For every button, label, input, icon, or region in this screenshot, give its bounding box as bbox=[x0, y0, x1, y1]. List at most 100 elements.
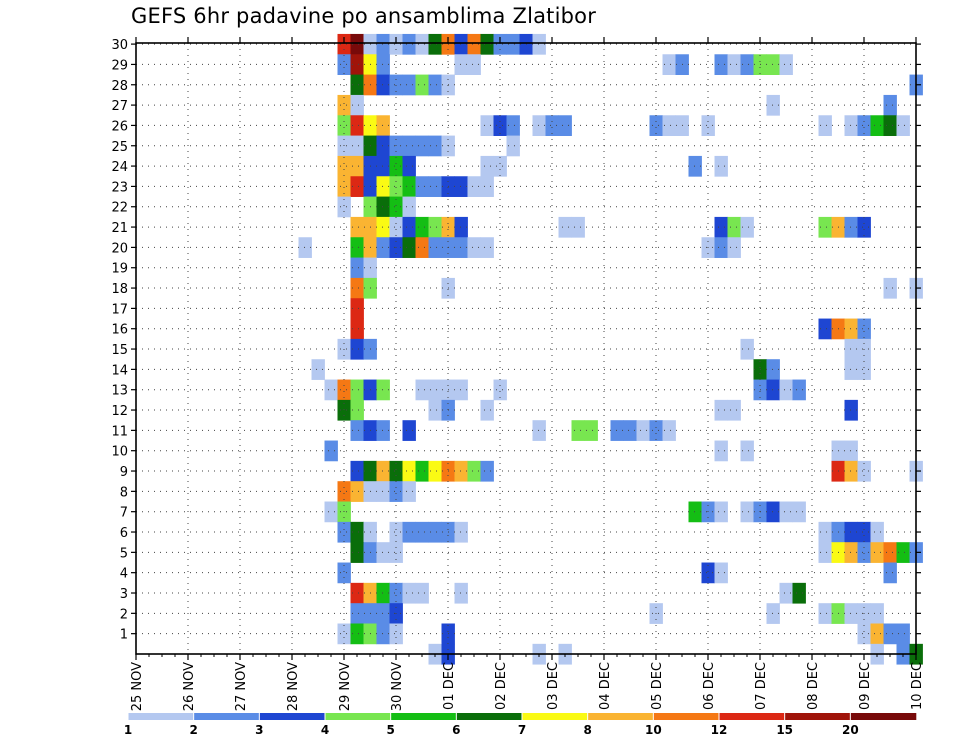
heatmap-cell bbox=[428, 379, 442, 401]
heatmap-cell bbox=[350, 399, 364, 421]
heatmap-cell bbox=[376, 155, 390, 177]
heatmap-cell bbox=[402, 74, 416, 96]
heatmap-cell bbox=[506, 115, 520, 136]
heatmap-cell bbox=[350, 216, 364, 238]
heatmap-cell bbox=[844, 460, 858, 482]
heatmap-cell bbox=[402, 176, 416, 197]
heatmap-cell bbox=[389, 542, 403, 563]
heatmap-cell bbox=[415, 460, 429, 482]
heatmap-cell bbox=[350, 33, 364, 55]
y-tick-label: 26 bbox=[111, 119, 128, 134]
heatmap-cell bbox=[766, 501, 780, 523]
heatmap-cell bbox=[844, 359, 858, 380]
heatmap-cell bbox=[324, 440, 338, 462]
heatmap-cell bbox=[688, 501, 702, 523]
heatmap-cell bbox=[415, 521, 429, 543]
x-tick-label: 07 DEC bbox=[754, 662, 769, 710]
heatmap-cell bbox=[493, 33, 507, 55]
y-tick-label: 23 bbox=[111, 180, 128, 195]
heatmap-cell bbox=[415, 74, 429, 96]
y-tick-label: 18 bbox=[111, 282, 128, 297]
heatmap-cell bbox=[740, 501, 754, 523]
heatmap-cell bbox=[766, 94, 780, 116]
heatmap-cell bbox=[857, 318, 871, 340]
heatmap-cell bbox=[350, 74, 364, 96]
heatmap-cell bbox=[792, 582, 806, 604]
y-tick-label: 16 bbox=[111, 323, 128, 338]
heatmap-cell bbox=[883, 277, 897, 299]
heatmap-cell bbox=[389, 623, 403, 645]
heatmap-cell bbox=[662, 420, 676, 441]
heatmap-cell bbox=[844, 338, 858, 360]
heatmap-cell bbox=[844, 399, 858, 421]
colorbar-segment bbox=[390, 713, 457, 720]
heatmap-cell bbox=[844, 216, 858, 238]
y-tick-label: 21 bbox=[111, 221, 128, 236]
colorbar-label: 1 bbox=[124, 723, 132, 737]
heatmap-cell bbox=[454, 33, 468, 55]
heatmap-cell bbox=[389, 460, 403, 482]
colorbar-segment bbox=[587, 713, 654, 720]
heatmap-cell bbox=[376, 237, 390, 258]
x-tick-label: 06 DEC bbox=[702, 662, 717, 710]
heatmap-cell bbox=[558, 115, 572, 136]
heatmap-cell bbox=[545, 115, 559, 136]
heatmap-cell bbox=[337, 176, 351, 197]
heatmap-cell bbox=[350, 420, 364, 441]
heatmap-cell bbox=[766, 379, 780, 401]
heatmap-cell bbox=[389, 155, 403, 177]
heatmap-cell bbox=[727, 54, 741, 75]
heatmap-cell bbox=[376, 542, 390, 563]
heatmap-cell bbox=[389, 74, 403, 96]
x-tick-label: 02 DEC bbox=[494, 662, 509, 710]
heatmap-cell bbox=[337, 623, 351, 645]
y-tick-label: 25 bbox=[111, 140, 128, 155]
heatmap-cell bbox=[883, 562, 897, 584]
y-tick-label: 8 bbox=[120, 485, 128, 500]
y-tick-label: 17 bbox=[111, 302, 128, 317]
heatmap-cell bbox=[454, 582, 468, 604]
heatmap-cell bbox=[402, 216, 416, 238]
heatmap-cell bbox=[480, 33, 494, 55]
heatmap-cell bbox=[493, 379, 507, 401]
heatmap-cell bbox=[532, 115, 546, 136]
heatmap-cell bbox=[883, 623, 897, 645]
heatmap-cell bbox=[467, 54, 481, 75]
heatmap-cell bbox=[350, 257, 364, 279]
y-tick-label: 9 bbox=[120, 465, 128, 480]
heatmap-cell bbox=[701, 115, 715, 136]
heatmap-cell bbox=[428, 33, 442, 55]
heatmap-cell bbox=[337, 562, 351, 584]
heatmap-cell bbox=[337, 94, 351, 116]
y-tick-label: 7 bbox=[120, 506, 128, 521]
x-tick-label: 29 NOV bbox=[338, 662, 353, 711]
heatmap-cell bbox=[467, 33, 481, 55]
heatmap-cell bbox=[428, 460, 442, 482]
y-tick-label: 19 bbox=[111, 262, 128, 277]
chart-title: GEFS 6hr padavine po ansamblima Zlatibor bbox=[131, 4, 597, 28]
heatmap-cell bbox=[415, 176, 429, 197]
heatmap-cell bbox=[415, 379, 429, 401]
plot-frame bbox=[135, 42, 917, 655]
heatmap-cell bbox=[454, 54, 468, 75]
heatmap-cell bbox=[714, 155, 728, 177]
heatmap-cell bbox=[389, 33, 403, 55]
heatmap-cell bbox=[428, 135, 442, 157]
colorbar-label: 8 bbox=[583, 723, 591, 737]
heatmap-cell bbox=[870, 603, 884, 624]
heatmap-cell bbox=[701, 562, 715, 584]
heatmap-cell bbox=[389, 481, 403, 502]
colorbar-label: 12 bbox=[711, 723, 728, 737]
heatmap-cell bbox=[844, 440, 858, 462]
heatmap-cell bbox=[402, 582, 416, 604]
heatmap-cell bbox=[402, 237, 416, 258]
heatmap-cell bbox=[376, 135, 390, 157]
heatmap-cell bbox=[883, 542, 897, 563]
heatmap-cell bbox=[350, 176, 364, 197]
heatmap-cell bbox=[857, 542, 871, 563]
heatmap-cell bbox=[415, 582, 429, 604]
heatmap-cell bbox=[649, 115, 663, 136]
heatmap-cell bbox=[584, 420, 598, 441]
heatmap-cell bbox=[818, 318, 832, 340]
heatmap-cell bbox=[571, 216, 585, 238]
